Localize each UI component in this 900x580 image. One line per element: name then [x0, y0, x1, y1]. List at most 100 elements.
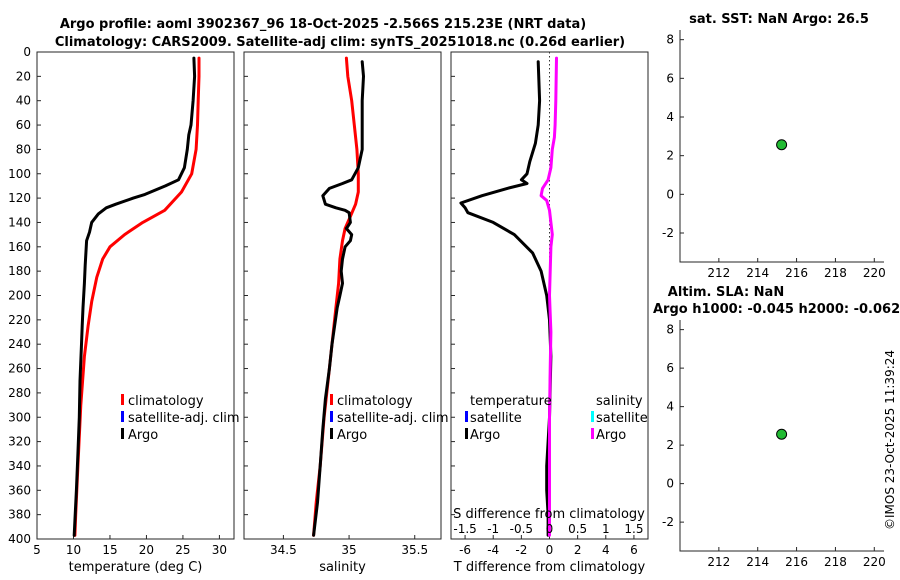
- legend-label: climatology: [337, 394, 413, 409]
- difference-xtick-label: -4: [487, 543, 499, 557]
- legend-swatch: [591, 411, 594, 422]
- sst_map-xtick-label: 214: [746, 266, 769, 280]
- legend-label: Argo: [128, 428, 158, 443]
- legend-heading-salinity: salinity: [596, 394, 643, 409]
- sst_map-ytick-label: 4: [666, 110, 674, 124]
- temperature-ytick-label: 200: [8, 289, 31, 303]
- difference-top-tick-label: -1: [487, 522, 499, 536]
- salinity-series-argo: [312, 60, 365, 537]
- sla_map-xtick-label: 218: [824, 555, 847, 569]
- sla_map-ytick-label: 8: [666, 323, 674, 337]
- temperature-xtick-label: 5: [33, 543, 41, 557]
- temperature-ytick-label: 280: [8, 386, 31, 400]
- timestamp: ©IMOS 23-Oct-2025 11:39:24: [883, 350, 897, 530]
- sla-map-subtitle: Argo h1000: -0.045 h2000: -0.062: [653, 302, 900, 317]
- temperature-ytick-label: 220: [8, 313, 31, 327]
- sla-map-panel: 212 214 216 218 220 -2 0 2 4 6 8 Altim. SLA: NaN Arg…: [653, 285, 900, 569]
- difference-top-tick-label: 1.5: [624, 522, 643, 536]
- sst_map-xtick-label: 220: [863, 266, 886, 280]
- sla_map-argo-location-marker: [776, 428, 788, 440]
- temperature-xlabel: temperature (deg C): [69, 560, 203, 575]
- sla_map-xtick-label: 214: [746, 555, 769, 569]
- sst-map-title: sat. SST: NaN Argo: 26.5: [689, 12, 869, 27]
- legend-swatch: [121, 394, 124, 405]
- sst_map-xtick-label: 216: [785, 266, 808, 280]
- legend-label: satellite: [596, 411, 648, 426]
- legend-label: satellite-adj. clim: [337, 411, 449, 426]
- temperature-ytick-label: 400: [8, 532, 31, 546]
- difference-xtick-label: -2: [515, 543, 527, 557]
- sst_map-axes: [679, 30, 884, 263]
- sst_map-argo-location-marker: [776, 139, 788, 151]
- sla_map-xtick-label: 220: [863, 555, 886, 569]
- sla_map-ytick-label: 2: [666, 438, 674, 452]
- temperature-ytick-label: 0: [23, 45, 31, 59]
- legend-swatch: [591, 428, 594, 439]
- temperature-ytick-label: 340: [8, 459, 31, 473]
- difference-panel: -6 -4 -2 0 2 4 6 T difference from climatology -…: [450, 51, 649, 575]
- temperature-axes-box: [36, 51, 235, 540]
- temperature-ytick-label: 380: [8, 508, 31, 522]
- sla_map-xtick-label: 212: [707, 555, 730, 569]
- difference-top-tick-label: 0: [546, 522, 554, 536]
- legend-label: Argo: [470, 428, 500, 443]
- sst-map-panel: 212 214 216 218 220 -2 0 2 4 6 8 sat. SST: NaN Argo…: [662, 12, 886, 280]
- difference-xlabel: T difference from climatology: [453, 560, 646, 575]
- sla-map-title: Altim. SLA: NaN: [668, 285, 784, 300]
- legend-swatch: [465, 411, 468, 422]
- temperature-xtick-label: 10: [66, 543, 81, 557]
- difference-top-tick-label: -1.5: [453, 522, 476, 536]
- sst_map-xtick-label: 218: [824, 266, 847, 280]
- salinity-axes-box: [243, 51, 442, 540]
- salinity-xlabel: salinity: [319, 560, 366, 575]
- legend-swatch: [121, 428, 124, 439]
- difference-xtick-label: 6: [630, 543, 638, 557]
- sst_map-ytick-label: 8: [666, 33, 674, 47]
- temperature-xtick-label: 15: [102, 543, 117, 557]
- sla_map-axes: [679, 320, 884, 552]
- sst_map-ytick-label: 0: [666, 187, 674, 201]
- difference-xtick-label: 4: [602, 543, 610, 557]
- legend-swatch: [330, 428, 333, 439]
- sla_map-ytick-label: 6: [666, 361, 674, 375]
- legend-swatch: [465, 428, 468, 439]
- salinity-xtick-label: 35: [341, 543, 356, 557]
- temperature-ytick-label: 120: [8, 191, 31, 205]
- difference-xtick-label: 0: [546, 543, 554, 557]
- sst_map-ytick-label: 2: [666, 149, 674, 163]
- sst_map-ytick-label: 6: [666, 71, 674, 85]
- temperature-ytick-label: 320: [8, 435, 31, 449]
- temperature-series-argo: [72, 56, 197, 537]
- legend-label: satellite-adj. clim: [128, 411, 240, 426]
- temperature-ytick-label: 300: [8, 410, 31, 424]
- temperature-ytick-label: 160: [8, 240, 31, 254]
- temperature-ytick-label: 100: [8, 167, 31, 181]
- temperature-xtick-label: 20: [139, 543, 154, 557]
- difference-series-salinity-argo: [539, 56, 558, 537]
- sst_map-xtick-label: 212: [707, 266, 730, 280]
- difference-xtick-label: 2: [574, 543, 582, 557]
- temperature-ytick-label: 260: [8, 362, 31, 376]
- difference-top-tick-label: 1: [602, 522, 610, 536]
- difference-xtick-label: -6: [459, 543, 471, 557]
- legend-label: climatology: [128, 394, 204, 409]
- temperature-xtick-label: 30: [212, 543, 227, 557]
- salinity-xtick-label: 35.5: [401, 543, 428, 557]
- legend-label: Argo: [337, 428, 367, 443]
- temperature-ytick-label: 20: [16, 69, 31, 83]
- temperature-ytick-label: 360: [8, 483, 31, 497]
- temperature-xtick-label: 25: [175, 543, 190, 557]
- salinity-xtick-label: 34.5: [270, 543, 297, 557]
- legend-heading-temperature: temperature: [470, 394, 552, 409]
- legend-label: Argo: [596, 428, 626, 443]
- temperature-ytick-label: 240: [8, 337, 31, 351]
- salinity-panel: 34.5 35 35.5 salinity climatology satellite-a…: [243, 51, 449, 575]
- legend-swatch: [330, 411, 333, 422]
- legend-swatch: [330, 394, 333, 405]
- figure-title-line2: Climatology: CARS2009. Satellite-adj cli…: [55, 35, 625, 50]
- legend-label: satellite: [470, 411, 522, 426]
- sla_map-ytick-label: -2: [662, 515, 674, 529]
- sst_map-ytick-label: -2: [662, 226, 674, 240]
- temperature-ytick-label: 80: [16, 142, 31, 156]
